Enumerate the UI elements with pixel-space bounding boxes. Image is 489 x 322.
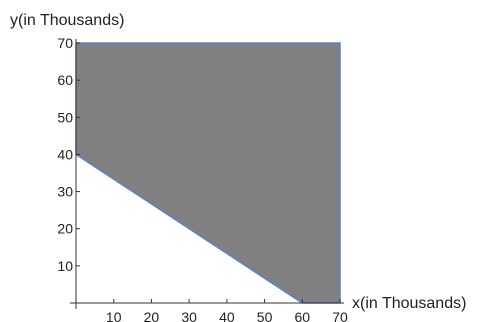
y-tick-label: 30 — [57, 184, 73, 200]
x-tick-label: 30 — [181, 309, 197, 322]
y-tick-label: 70 — [57, 35, 73, 51]
x-tick-label: 40 — [219, 309, 235, 322]
x-tick-label: 20 — [144, 309, 160, 322]
x-tick-label: 10 — [106, 309, 122, 322]
x-tick-label: 60 — [294, 309, 310, 322]
y-tick-label: 40 — [57, 146, 73, 162]
y-axis-label: y(in Thousands) — [10, 12, 124, 29]
x-tick-label: 70 — [332, 309, 348, 322]
y-tick-label: 50 — [57, 109, 73, 125]
x-ticks: 10 20 30 40 50 60 70 — [106, 299, 348, 322]
y-tick-label: 10 — [57, 258, 73, 274]
x-tick-label: 50 — [257, 309, 273, 322]
feasible-region — [76, 43, 340, 303]
y-tick-label: 20 — [57, 221, 73, 237]
x-axis-label: x(in Thousands) — [352, 295, 466, 312]
y-ticks: 10 20 30 40 50 60 70 — [57, 35, 80, 274]
y-tick-label: 60 — [57, 72, 73, 88]
